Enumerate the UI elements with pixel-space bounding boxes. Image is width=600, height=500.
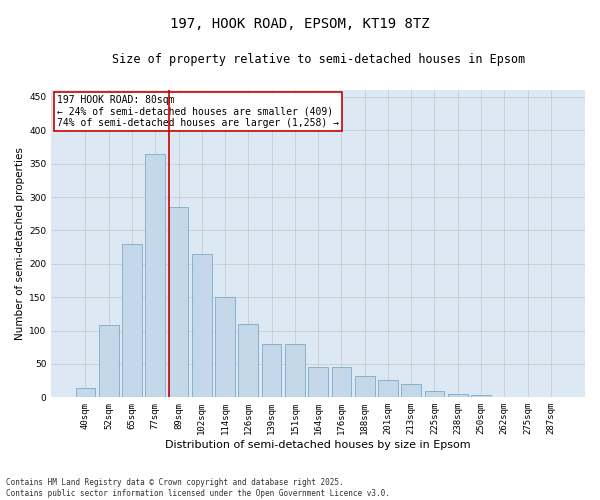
Y-axis label: Number of semi-detached properties: Number of semi-detached properties xyxy=(15,148,25,340)
Bar xyxy=(99,325,119,398)
X-axis label: Distribution of semi-detached houses by size in Epsom: Distribution of semi-detached houses by … xyxy=(166,440,471,450)
Bar xyxy=(378,380,398,398)
Bar xyxy=(145,154,165,398)
Bar xyxy=(425,392,445,398)
Bar xyxy=(285,344,305,398)
Bar xyxy=(401,384,421,398)
Bar xyxy=(494,396,514,398)
Bar xyxy=(192,254,212,398)
Text: 197, HOOK ROAD, EPSOM, KT19 8TZ: 197, HOOK ROAD, EPSOM, KT19 8TZ xyxy=(170,18,430,32)
Bar xyxy=(262,344,281,398)
Text: Contains HM Land Registry data © Crown copyright and database right 2025.
Contai: Contains HM Land Registry data © Crown c… xyxy=(6,478,390,498)
Bar xyxy=(355,376,374,398)
Bar xyxy=(169,207,188,398)
Bar xyxy=(215,297,235,398)
Bar xyxy=(308,366,328,398)
Bar xyxy=(332,366,352,398)
Bar xyxy=(238,324,258,398)
Bar xyxy=(122,244,142,398)
Bar xyxy=(518,396,538,398)
Bar xyxy=(541,396,561,398)
Text: 197 HOOK ROAD: 80sqm
← 24% of semi-detached houses are smaller (409)
74% of semi: 197 HOOK ROAD: 80sqm ← 24% of semi-detac… xyxy=(56,95,338,128)
Title: Size of property relative to semi-detached houses in Epsom: Size of property relative to semi-detach… xyxy=(112,52,525,66)
Bar xyxy=(76,388,95,398)
Bar xyxy=(471,396,491,398)
Bar xyxy=(448,394,467,398)
